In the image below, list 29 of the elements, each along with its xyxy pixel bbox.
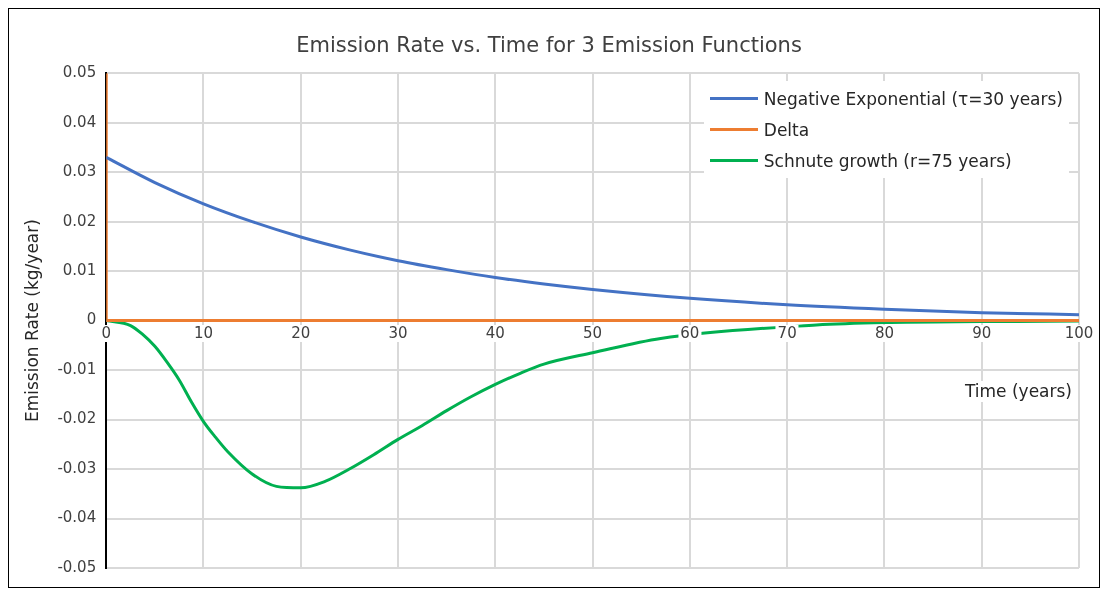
y-tick-label: -0.04 bbox=[57, 508, 97, 527]
y-tick-label: 0.01 bbox=[62, 261, 97, 280]
x-tick-label: 90 bbox=[970, 323, 994, 342]
x-tick-label: 40 bbox=[483, 323, 507, 342]
legend-label: Negative Exponential (τ=30 years) bbox=[763, 88, 1063, 109]
x-tick-label: 60 bbox=[678, 323, 702, 342]
legend-label: Delta bbox=[763, 119, 810, 140]
x-tick-label: 10 bbox=[191, 323, 216, 342]
y-tick-label: 0 bbox=[86, 310, 97, 329]
y-tick-label: -0.02 bbox=[57, 409, 97, 428]
x-tick-label: 20 bbox=[289, 323, 313, 342]
x-tick-label: 50 bbox=[581, 323, 605, 342]
x-tick-label: 80 bbox=[872, 323, 896, 342]
legend-label: Schnute growth (r=75 years) bbox=[763, 150, 1012, 171]
y-tick-label: -0.03 bbox=[57, 458, 97, 477]
x-tick-label: 30 bbox=[386, 323, 410, 342]
x-axis-title: Time (years) bbox=[961, 380, 1075, 402]
y-axis-title: Emission Rate (kg/year) bbox=[21, 219, 42, 423]
y-tick-label: -0.05 bbox=[57, 557, 97, 576]
line-series bbox=[106, 155, 1079, 317]
y-tick-label: 0.02 bbox=[62, 211, 97, 230]
y-tick-label: 0.04 bbox=[62, 112, 97, 131]
x-tick-label: 100 bbox=[1062, 323, 1096, 342]
y-tick-label: 0.03 bbox=[62, 162, 97, 181]
x-tick-label: 0 bbox=[99, 323, 113, 342]
y-tick-label: 0.05 bbox=[62, 63, 97, 82]
chart-title: Emission Rate vs. Time for 3 Emission Functions bbox=[296, 33, 802, 58]
x-tick-label: 70 bbox=[775, 323, 799, 342]
y-tick-label: -0.01 bbox=[57, 359, 97, 378]
